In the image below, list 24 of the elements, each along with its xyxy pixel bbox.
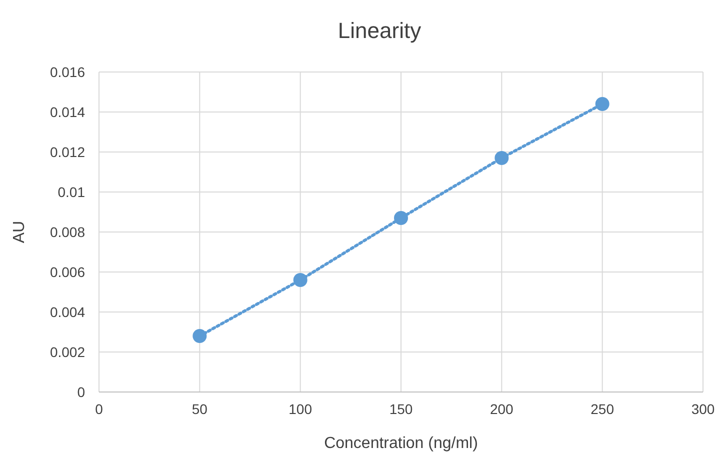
point	[293, 273, 308, 287]
y-tick-label: 0.002	[50, 344, 86, 360]
x-tick-label: 0	[95, 401, 104, 417]
y-axis-title: AU	[11, 220, 28, 244]
y-tick-label: 0.006	[50, 264, 86, 280]
x-tick-label: 150	[389, 401, 413, 417]
point	[192, 329, 207, 343]
x-axis-title: Concentration (ng/ml)	[324, 435, 478, 452]
y-tick-label: 0	[77, 384, 86, 400]
x-tick-label: 300	[691, 401, 715, 417]
y-tick-label: 0.016	[50, 64, 86, 80]
x-tick-label: 200	[490, 401, 514, 417]
y-tick-label: 0.012	[50, 144, 86, 160]
x-tick-label: 100	[288, 401, 312, 417]
y-tick-label: 0.014	[50, 104, 86, 120]
y-tick-label: 0.008	[50, 224, 86, 240]
x-tick-label: 50	[192, 401, 208, 417]
chart-title: Linearity	[338, 18, 422, 43]
point	[394, 211, 408, 225]
x-tick-label: 250	[590, 401, 614, 417]
point	[494, 151, 509, 165]
point	[595, 97, 610, 111]
y-tick-label: 0.01	[58, 184, 86, 200]
y-tick-label: 0.004	[50, 304, 86, 320]
